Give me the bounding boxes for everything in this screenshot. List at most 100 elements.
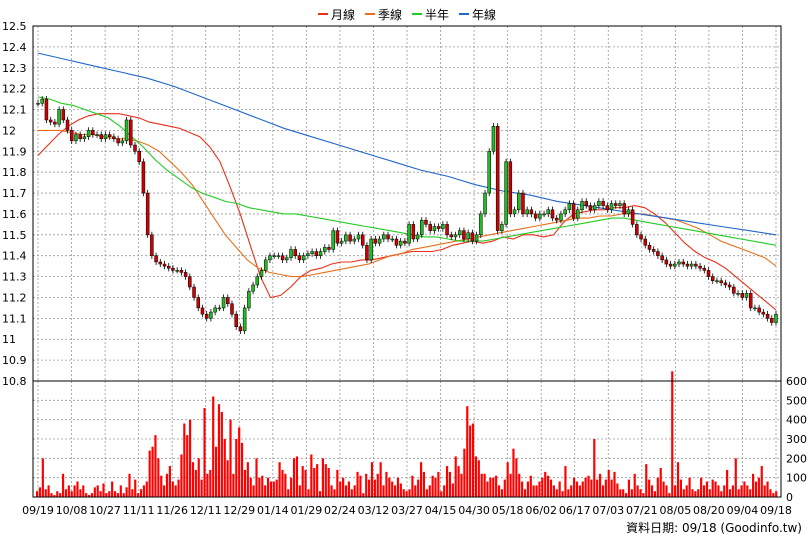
volume-bar xyxy=(662,481,665,497)
candle-body xyxy=(306,253,310,256)
volume-bar xyxy=(93,487,96,497)
volume-bar xyxy=(209,469,212,497)
candle-body xyxy=(386,234,390,240)
candle-body xyxy=(221,297,226,309)
volume-bar xyxy=(587,475,590,497)
candle-body xyxy=(567,203,572,211)
candle-body xyxy=(238,326,243,332)
candle-body xyxy=(289,249,293,259)
x-tick-label: 12/11 xyxy=(190,504,222,517)
ma-half-year-line xyxy=(37,96,777,246)
candle-body xyxy=(166,265,171,269)
volume-bar xyxy=(645,464,648,497)
volume-bar xyxy=(324,464,327,497)
volume-tick-label: 100 xyxy=(786,472,807,485)
candle-body xyxy=(504,161,508,225)
volume-bar xyxy=(512,448,515,497)
volume-bar xyxy=(217,404,221,497)
candle-body xyxy=(546,209,551,215)
moving-average-lines xyxy=(37,52,777,311)
volume-bar xyxy=(616,483,619,497)
candle-body xyxy=(171,267,175,271)
volume-bar xyxy=(489,477,492,497)
legend-label-1: 季線 xyxy=(378,7,402,22)
volume-bar xyxy=(726,469,729,497)
x-tick-label: 09/18 xyxy=(760,504,792,517)
volume-bar xyxy=(477,460,480,497)
candle-body xyxy=(382,234,386,240)
candle-body xyxy=(276,255,281,257)
volume-bar xyxy=(422,471,426,497)
volume-bar xyxy=(243,469,247,497)
candle-body xyxy=(188,276,192,288)
volume-bar xyxy=(547,475,550,497)
volume-bar xyxy=(258,477,261,497)
candle-body xyxy=(53,121,57,125)
x-tick-label: 06/17 xyxy=(559,504,591,517)
volume-bar xyxy=(362,493,365,497)
legend-label-0: 月線 xyxy=(331,7,355,22)
volume-bar xyxy=(197,458,200,497)
volume-bar xyxy=(330,485,333,497)
candle-body xyxy=(129,119,133,146)
candle-body xyxy=(580,201,584,211)
candle-body xyxy=(470,232,475,242)
volume-bar xyxy=(56,491,59,497)
price-tick-label: 10.9 xyxy=(2,354,27,367)
volume-bar xyxy=(67,485,70,497)
candle-body xyxy=(420,219,424,236)
candle-body xyxy=(297,255,302,261)
volume-bar xyxy=(702,485,706,497)
volume-bar xyxy=(307,489,310,497)
volume-bar xyxy=(567,489,570,497)
candle-body xyxy=(331,230,335,250)
candle-body xyxy=(293,249,297,256)
volume-bar xyxy=(503,479,506,497)
volume-bar xyxy=(506,462,509,497)
candle-body xyxy=(500,224,504,231)
volume-bar xyxy=(622,489,625,497)
candle-body xyxy=(694,263,698,267)
volume-bar xyxy=(734,458,737,497)
volume-bar xyxy=(212,396,215,497)
volume-bar xyxy=(648,479,651,497)
volume-bar xyxy=(342,477,345,497)
candle-body xyxy=(521,192,525,215)
volume-bar xyxy=(220,411,223,497)
volume-bar xyxy=(287,489,290,497)
volume-bar xyxy=(105,493,108,497)
candle-body xyxy=(428,224,432,231)
candle-body xyxy=(251,284,255,292)
candle-body xyxy=(339,240,344,244)
candle-body xyxy=(533,213,538,219)
candle-body xyxy=(327,247,331,250)
volume-bar xyxy=(495,475,498,497)
candle-body xyxy=(630,209,635,225)
candle-body xyxy=(230,303,234,315)
volume-bar xyxy=(301,466,304,497)
candle-body xyxy=(635,224,639,236)
candle-body xyxy=(643,238,648,246)
volume-bar xyxy=(414,485,417,497)
candle-body xyxy=(736,293,740,295)
volume-bar xyxy=(598,473,602,497)
volume-bar xyxy=(679,479,683,497)
candle-body xyxy=(757,307,761,313)
volume-bar xyxy=(555,489,558,497)
candle-body xyxy=(263,259,268,271)
candle-body xyxy=(217,307,222,310)
volume-bar xyxy=(711,479,714,497)
x-tick-label: 02/24 xyxy=(324,504,356,517)
candle-body xyxy=(576,209,580,219)
volume-bar xyxy=(344,485,348,497)
candle-body xyxy=(162,263,167,267)
candle-body xyxy=(365,245,369,261)
legend: 月線 季線 半年 年線 xyxy=(318,7,496,22)
volume-bar xyxy=(70,491,73,497)
volume-bar xyxy=(492,477,495,497)
candle-body xyxy=(449,234,454,238)
candle-body xyxy=(415,234,420,240)
volume-bar xyxy=(388,477,391,497)
volume-bar xyxy=(379,462,382,497)
candle-body xyxy=(592,205,597,211)
